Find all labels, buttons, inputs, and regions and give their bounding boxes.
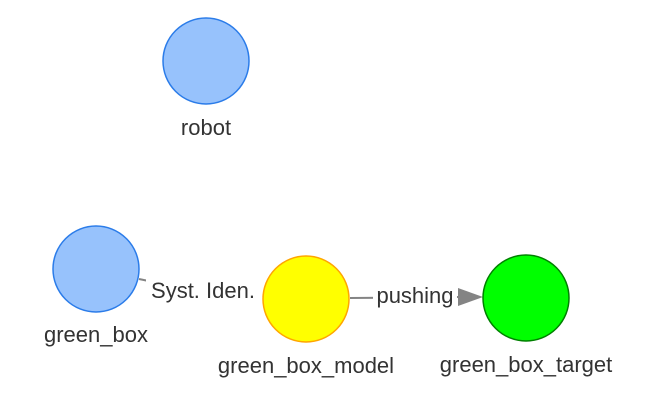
edge-label-bg-sysid	[146, 278, 262, 304]
edge-pushing[interactable]: pushing	[349, 283, 483, 309]
edge-label-sysid: Syst. Iden.	[151, 278, 255, 303]
node-green-box-model[interactable]: green_box_model	[218, 255, 394, 378]
edge-arrowhead-pushing	[458, 288, 483, 306]
node-circle-green-box-model	[262, 255, 350, 343]
node-circle-green-box-target	[482, 254, 570, 342]
node-label-green-box-target: green_box_target	[440, 352, 612, 377]
edge-system-identification[interactable]: Syst. Iden.	[138, 278, 263, 304]
edge-label-bg-pushing	[373, 283, 457, 309]
node-label-green-box-model: green_box_model	[218, 353, 394, 378]
node-green-box[interactable]: green_box	[44, 225, 148, 347]
node-circle-robot	[162, 17, 250, 105]
node-robot[interactable]: robot	[162, 17, 250, 140]
node-green-box-target[interactable]: green_box_target	[440, 254, 612, 377]
node-label-green-box: green_box	[44, 322, 148, 347]
edge-label-pushing: pushing	[376, 283, 453, 308]
node-circle-green-box	[52, 225, 140, 313]
node-label-robot: robot	[181, 115, 231, 140]
